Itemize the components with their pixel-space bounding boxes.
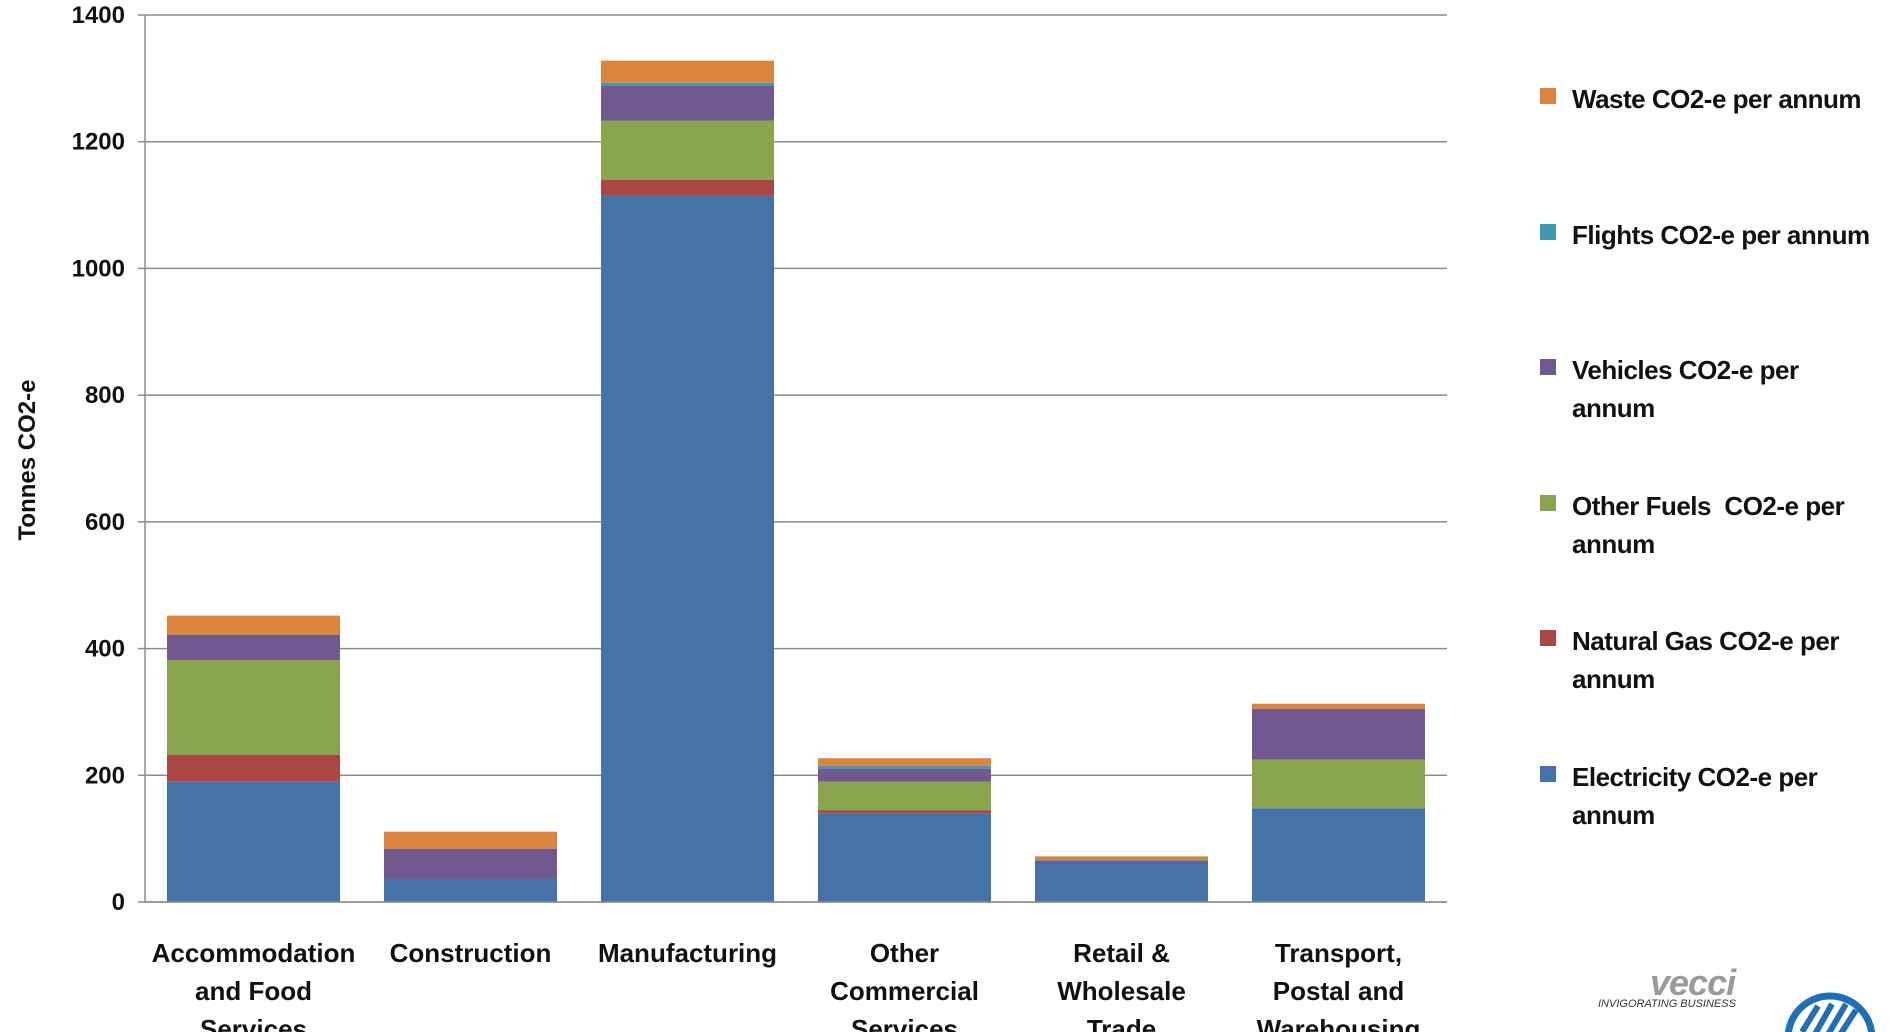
bar-segment — [384, 878, 557, 902]
chart-legend: Waste CO2-e per annum Flights CO2-e per a… — [1530, 0, 1891, 900]
legend-swatch — [1540, 766, 1556, 782]
x-category-label: Retail & Wholesale Trade — [1057, 938, 1186, 1032]
bar-segment — [1252, 759, 1425, 809]
y-tick-label: 600 — [85, 509, 125, 536]
legend-label-line: Electricity CO2-e per — [1572, 762, 1818, 792]
bar-segment — [818, 768, 991, 782]
logo-word: vecci — [1650, 962, 1736, 1003]
bar-segment — [601, 82, 774, 86]
bar-segment — [1252, 808, 1425, 902]
legend-label: Natural Gas CO2-e per annum — [1572, 622, 1890, 698]
x-category-label-line: Services — [851, 1014, 958, 1032]
y-axis-title: Tonnes CO2-e — [14, 380, 41, 541]
legend-swatch — [1540, 359, 1556, 375]
bar-segment — [167, 634, 340, 660]
bar-segment — [601, 195, 774, 902]
logo-emblem-icon — [1784, 992, 1876, 1032]
legend-label: Other Fuels CO2-e per annum — [1572, 487, 1890, 563]
bar-segment — [601, 60, 774, 83]
x-category-label-line: Services — [200, 1014, 307, 1032]
legend-label-line: annum — [1572, 393, 1655, 423]
legend-label-line: Natural Gas CO2-e per — [1572, 626, 1839, 656]
x-category-label: Transport, Postal and Warehousing — [1257, 938, 1421, 1032]
bar-segment — [1035, 863, 1208, 902]
legend-label-line: annum — [1572, 800, 1655, 830]
x-category-label-line: Wholesale — [1057, 976, 1186, 1006]
legend-label: Waste CO2-e per annum — [1572, 80, 1890, 118]
bar-segment — [167, 755, 340, 782]
bar-segment — [167, 615, 340, 635]
bar-segment — [601, 120, 774, 180]
bar-segment — [818, 813, 991, 902]
x-category-label-line: Transport, — [1275, 938, 1402, 968]
y-tick-label: 1000 — [72, 255, 125, 282]
legend-swatch — [1540, 88, 1556, 104]
x-category-label-line: Construction — [390, 938, 552, 968]
legend-label-line: Waste CO2-e per annum — [1572, 84, 1862, 114]
x-category-label-line: Retail & — [1073, 938, 1170, 968]
bar-segment — [1035, 856, 1208, 860]
x-category-label: Other Commercial Services — [830, 938, 979, 1032]
bar-segment — [601, 179, 774, 196]
bar-segment — [1035, 860, 1208, 864]
x-category-label: Accommodation and Food Services — [152, 938, 356, 1032]
legend-label-line: Flights CO2-e per annum — [1572, 220, 1870, 250]
vecci-logo: vecci INVIGORATING BUSINESS — [1590, 960, 1890, 1032]
x-category-label-line: Other — [870, 938, 939, 968]
y-tick-label: 400 — [85, 636, 125, 663]
bar-segment — [1252, 703, 1425, 709]
y-tick-label: 1200 — [72, 129, 125, 156]
bar-segment — [1252, 708, 1425, 760]
legend-label-line: annum — [1572, 529, 1655, 559]
bar-segment — [167, 659, 340, 756]
bar-segment — [384, 831, 557, 849]
legend-label-line: annum — [1572, 664, 1655, 694]
bar-segment — [818, 765, 991, 769]
x-category-label: Construction — [390, 938, 552, 968]
legend-swatch — [1540, 630, 1556, 646]
x-category-label-line: Accommodation — [152, 938, 356, 968]
x-category-label-line: Commercial — [830, 976, 979, 1006]
bar-segment — [818, 781, 991, 811]
legend-label-line: Vehicles CO2-e per — [1572, 355, 1799, 385]
x-category-label-line: Manufacturing — [598, 938, 777, 968]
bar-segment — [1035, 859, 1208, 861]
legend-label: Vehicles CO2-e per annum — [1572, 351, 1890, 427]
legend-label-line: Other Fuels CO2-e per — [1572, 491, 1845, 521]
x-category-label-line: and Food — [195, 976, 312, 1006]
legend-label: Flights CO2-e per annum — [1572, 216, 1890, 254]
y-tick-label: 200 — [85, 762, 125, 789]
x-category-label-line: Trade — [1087, 1014, 1156, 1032]
bar-segment — [818, 810, 991, 814]
x-category-label: Manufacturing — [598, 938, 777, 968]
bar-segment — [167, 781, 340, 902]
legend-swatch — [1540, 495, 1556, 511]
x-category-label-line: Warehousing — [1257, 1014, 1421, 1032]
y-tick-label: 1400 — [72, 2, 125, 29]
bar-segment — [818, 758, 991, 766]
y-tick-label: 800 — [85, 382, 125, 409]
legend-label: Electricity CO2-e per annum — [1572, 758, 1890, 834]
logo-tagline: INVIGORATING BUSINESS — [1598, 998, 1736, 1010]
legend-swatch — [1540, 224, 1556, 240]
bar-segment — [601, 85, 774, 121]
y-tick-label: 0 — [112, 889, 125, 916]
x-category-label-line: Postal and — [1273, 976, 1404, 1006]
bar-segment — [384, 848, 557, 879]
